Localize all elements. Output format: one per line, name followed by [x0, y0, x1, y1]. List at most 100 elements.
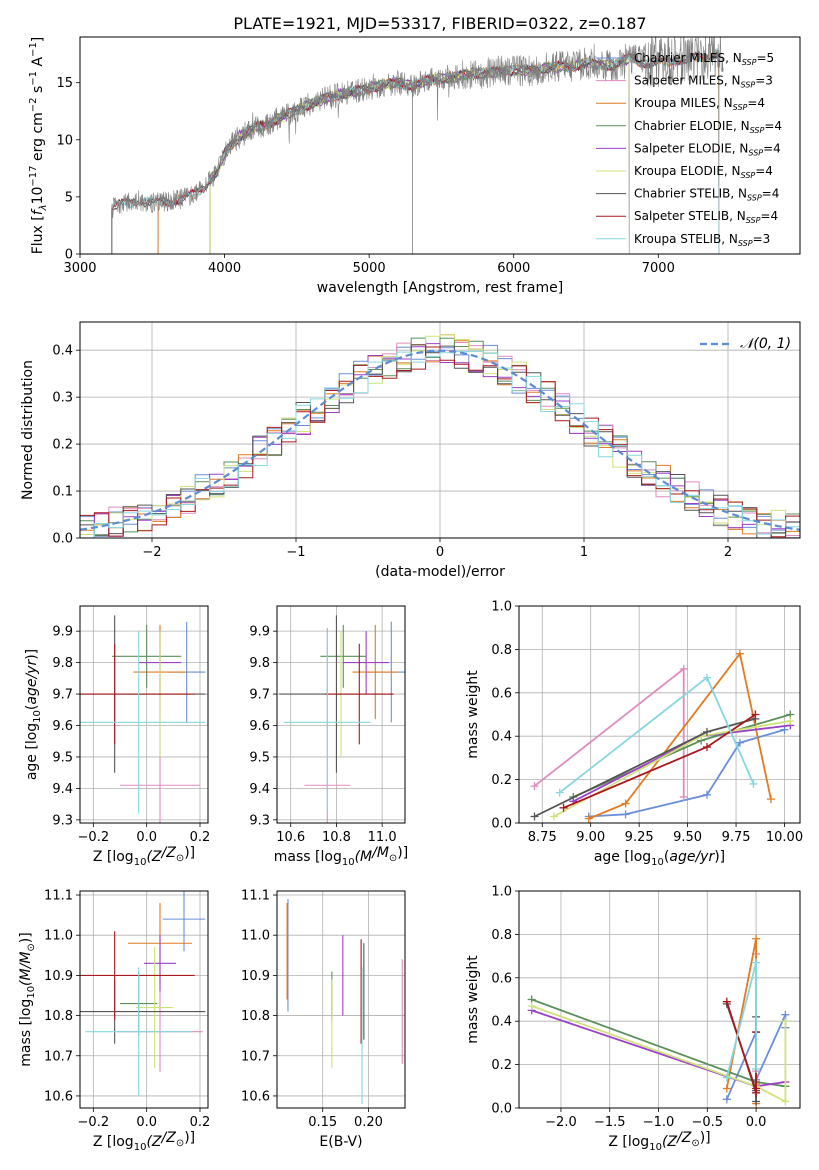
y-axis-label: Normed distribution: [20, 360, 36, 500]
x-tick-label: 7000: [642, 261, 675, 276]
x-axis-label: Z [log10(Z/Z⊙)]: [93, 845, 195, 868]
x-tick-label: 1: [580, 545, 588, 560]
weight-marker: [752, 934, 761, 943]
x-tick-label: 3000: [63, 261, 96, 276]
y-tick-label: 10.7: [44, 1049, 73, 1064]
x-axis-label: E(B-V): [319, 1134, 362, 1150]
y-tick-label: 10: [56, 133, 73, 148]
x-tick-label: 6000: [497, 261, 530, 276]
x-axis-label: Z [log10(Z/Z⊙)]: [93, 1130, 195, 1153]
residual-histogram: [80, 350, 800, 538]
panel-residuals: −2 −1 0 1 2 0.0 0.1 0.2 0.3 0.4 𝒩(0, 1) (data-model…: [20, 321, 801, 580]
panel-weight_vs_age: 8.75 9.00 9.25 9.50 9.75 10.00 0.0 0.2 0.4 0.6 0.8…: [465, 600, 803, 869]
x-tick-label: 0.0: [136, 830, 157, 845]
y-tick-label: 11.0: [241, 929, 270, 944]
normal-curve: [80, 349, 800, 531]
y-tick-label: 10.8: [241, 1009, 270, 1024]
y-tick-label: 0.2: [491, 1058, 512, 1073]
x-tick-label: 11.0: [368, 830, 397, 845]
y-tick-label: 9.3: [249, 813, 270, 828]
y-tick-label: 0.4: [491, 1015, 512, 1030]
plot-area: [286, 899, 403, 1104]
legend-entry: Salpeter MILES, NSSP=3: [634, 74, 773, 90]
y-tick-label: 0.0: [52, 532, 73, 547]
x-tick-label: 0.15: [308, 1115, 337, 1130]
y-tick-label: 0.1: [52, 485, 73, 500]
weight-marker: [584, 814, 593, 823]
x-tick-label: −1.0: [643, 1115, 675, 1130]
y-tick-label: 5: [65, 190, 73, 205]
y-tick-label: 9.3: [52, 813, 73, 828]
y-tick-label: 1.0: [491, 600, 512, 615]
y-tick-label: 11.1: [44, 889, 73, 904]
y-tick-label: 11.1: [241, 889, 270, 904]
y-tick-label: 9.6: [249, 719, 270, 734]
x-tick-label: 2: [724, 545, 732, 560]
panel-age_vs_mass: 10.6 10.8 11.0 9.3 9.4 9.5 9.6 9.7 9.8 9.9 mass [l…: [249, 605, 408, 868]
y-tick-label: 1.0: [491, 885, 512, 900]
y-tick-label: 9.4: [52, 782, 73, 797]
legend-entry: Kroupa STELIB, NSSP=3: [634, 232, 770, 248]
weight-marker: [679, 664, 688, 673]
axes-frame: [518, 890, 801, 1109]
panel-spectrum: 3000 4000 5000 6000 7000 0 5 10 15 Chabrier MILES…: [28, 36, 801, 296]
weight-marker: [780, 725, 789, 734]
weight-marker: [752, 958, 761, 967]
y-tick-label: 9.5: [249, 750, 270, 765]
y-tick-label: 0.2: [491, 773, 512, 788]
x-tick-label: 10.8: [322, 830, 351, 845]
x-tick-label: 4000: [208, 261, 241, 276]
y-tick-label: 0.8: [491, 928, 512, 943]
y-tick-label: 9.8: [52, 656, 73, 671]
y-tick-label: 10.8: [44, 1009, 73, 1024]
x-tick-label: −1: [286, 545, 305, 560]
y-tick-label: 10.6: [241, 1089, 270, 1104]
x-tick-label: −1.5: [594, 1115, 626, 1130]
weight-marker: [766, 795, 775, 804]
weight-marker: [752, 1084, 761, 1093]
x-tick-label: 8.75: [528, 830, 557, 845]
plot-area: [530, 649, 795, 823]
weight-marker: [702, 727, 711, 736]
plot-area: [527, 934, 790, 1108]
weight-marker: [621, 799, 630, 808]
x-axis-label: mass [log10(M/M⊙)]: [274, 845, 408, 868]
x-tick-label: 0.2: [190, 1115, 211, 1130]
weight-line: [533, 667, 685, 797]
x-tick-label: −2: [142, 545, 161, 560]
weight-marker: [735, 738, 744, 747]
y-tick-label: 9.4: [249, 782, 270, 797]
weight-line: [531, 1005, 787, 1103]
plot-area: [80, 615, 206, 823]
weight-marker: [749, 779, 758, 788]
x-tick-label: −0.2: [78, 830, 110, 845]
legend-entry: Kroupa ELODIE, NSSP=4: [634, 164, 773, 180]
weight-marker: [702, 743, 711, 752]
weight-marker: [621, 810, 630, 819]
x-tick-label: 9.75: [722, 830, 751, 845]
legend-entry: Chabrier ELODIE, NSSP=4: [634, 119, 782, 135]
observed-spectrum-line: [111, 37, 724, 254]
weight-marker: [549, 812, 558, 821]
weight-marker: [555, 788, 564, 797]
x-tick-label: 5000: [353, 261, 386, 276]
weight-marker: [751, 710, 760, 719]
panel-mass_vs_Z: −0.2 0.0 0.2 10.6 10.7 10.8 10.9 11.0 11.1 Z [log…: [18, 889, 211, 1153]
y-tick-label: 9.6: [52, 719, 73, 734]
y-tick-label: 0.0: [491, 817, 512, 832]
weight-marker: [722, 1095, 731, 1104]
plot-area: [279, 615, 405, 823]
model-spectrum-line: [111, 48, 720, 254]
panel-mass_vs_EBV: 0.15 0.20 10.6 10.7 10.8 10.9 11.0 11.1 E(B-V): [241, 889, 406, 1150]
y-tick-label: 9.7: [249, 688, 270, 703]
axes-frame: [79, 890, 209, 1109]
legend: Chabrier MILES, NSSP=5 Salpeter MILES, NS…: [596, 51, 782, 248]
y-tick-label: 0.4: [52, 344, 73, 359]
legend-entry: Salpeter STELIB, NSSP=4: [634, 209, 778, 225]
y-tick-label: 9.8: [249, 656, 270, 671]
y-axis-label: age [log10(age/yr)]: [24, 649, 43, 780]
weight-marker: [786, 717, 795, 726]
x-axis-label: age [log10(age/yr)]: [594, 849, 725, 868]
figure-title: PLATE=1921, MJD=53317, FIBERID=0322, z=0…: [233, 14, 646, 33]
x-tick-label: 0.2: [190, 830, 211, 845]
